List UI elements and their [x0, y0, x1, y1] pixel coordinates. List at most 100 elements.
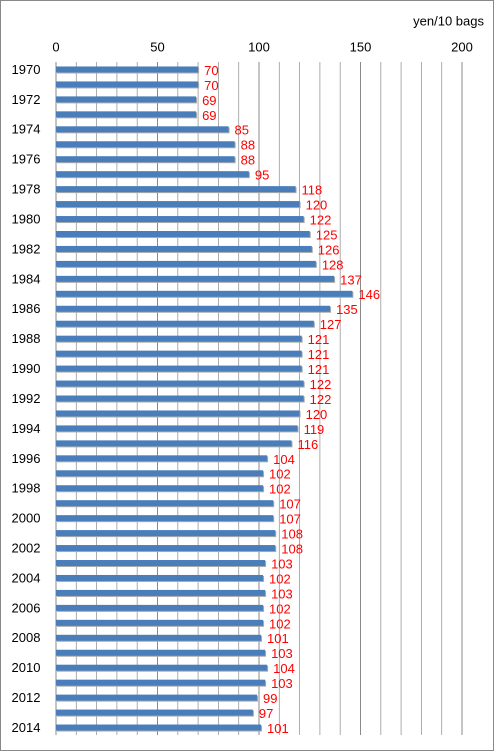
bar [56, 290, 353, 297]
value-label: 107 [279, 497, 301, 512]
value-label: 122 [310, 377, 332, 392]
bar [56, 664, 268, 671]
bar [56, 709, 253, 716]
value-label: 116 [297, 437, 318, 452]
y-tick-label: 1970 [12, 62, 41, 77]
value-label: 118 [302, 183, 323, 198]
y-tick-label: 1986 [12, 301, 41, 316]
value-label: 137 [340, 272, 362, 287]
bar [56, 245, 312, 252]
value-label: 107 [279, 512, 301, 527]
bar [56, 530, 276, 537]
bar [56, 216, 304, 223]
value-label: 69 [202, 108, 216, 123]
bar [56, 126, 229, 133]
bar [56, 305, 331, 312]
bar [56, 171, 249, 178]
y-tick-label: 1982 [12, 241, 41, 256]
y-tick-label: 1974 [12, 122, 41, 137]
bar [56, 440, 292, 447]
axis-unit: yen/10 bags [413, 13, 484, 28]
value-label: 97 [259, 706, 273, 721]
value-label: 103 [271, 556, 293, 571]
value-label: 104 [273, 452, 295, 467]
y-tick-label: 2000 [12, 511, 41, 526]
y-tick-label: 2010 [12, 660, 41, 675]
y-tick-label: 1978 [12, 182, 41, 197]
bar [56, 485, 264, 492]
y-tick-label: 1976 [12, 152, 41, 167]
value-label: 121 [308, 362, 330, 377]
value-label: 120 [306, 198, 328, 213]
bar [56, 186, 296, 193]
bar [56, 141, 235, 148]
bar [56, 619, 264, 626]
value-label: 103 [271, 646, 293, 661]
value-label: 146 [358, 287, 380, 302]
bar [56, 96, 197, 103]
bar [56, 335, 302, 342]
y-tick-label: 2006 [12, 600, 41, 615]
y-tick-label: 1994 [12, 421, 41, 436]
bar [56, 395, 304, 402]
bar [56, 604, 264, 611]
bar [56, 81, 199, 88]
value-label: 128 [322, 257, 344, 272]
bar [56, 410, 300, 417]
value-label: 119 [304, 422, 325, 437]
value-label: 108 [281, 527, 303, 542]
bar [56, 320, 314, 327]
bar [56, 515, 274, 522]
y-tick-label: 2012 [12, 690, 41, 705]
bar [56, 201, 300, 208]
value-label: 95 [255, 168, 269, 183]
y-tick-label: 1984 [12, 271, 41, 286]
value-label: 122 [310, 392, 332, 407]
value-label: 121 [308, 332, 330, 347]
x-tick-label: 50 [150, 39, 164, 54]
value-label: 121 [308, 347, 330, 362]
value-label: 88 [241, 153, 255, 168]
value-label: 102 [269, 482, 291, 497]
bar [56, 649, 266, 656]
x-tick-label: 0 [52, 39, 59, 54]
bar [56, 634, 262, 641]
y-tick-label: 1996 [12, 451, 41, 466]
bar [56, 694, 257, 701]
bar [56, 455, 268, 462]
bar [56, 589, 266, 596]
value-label: 126 [318, 242, 340, 257]
bar [56, 560, 266, 567]
x-tick-label: 200 [451, 39, 473, 54]
value-label: 102 [269, 571, 291, 586]
value-label: 70 [204, 63, 218, 78]
bar [56, 111, 197, 118]
bar [56, 500, 274, 507]
value-label: 102 [269, 601, 291, 616]
value-label: 103 [271, 676, 293, 691]
bar [56, 275, 335, 282]
value-label: 101 [267, 721, 289, 736]
y-tick-label: 1990 [12, 361, 41, 376]
bar [56, 230, 310, 237]
y-tick-label: 1988 [12, 331, 41, 346]
bar [56, 545, 276, 552]
bar [56, 425, 298, 432]
y-tick-label: 2008 [12, 630, 41, 645]
value-label: 108 [281, 541, 303, 556]
value-label: 104 [273, 661, 295, 676]
y-tick-label: 1998 [12, 481, 41, 496]
value-label: 120 [306, 407, 328, 422]
value-label: 101 [267, 631, 289, 646]
value-label: 127 [320, 317, 342, 332]
value-label: 70 [204, 78, 218, 93]
y-tick-label: 2014 [12, 720, 41, 735]
bar [56, 66, 199, 73]
value-label: 85 [235, 123, 249, 138]
y-tick-label: 1980 [12, 211, 41, 226]
bar [56, 350, 302, 357]
value-label: 125 [316, 227, 338, 242]
y-tick-label: 1992 [12, 391, 41, 406]
value-label: 102 [269, 467, 291, 482]
